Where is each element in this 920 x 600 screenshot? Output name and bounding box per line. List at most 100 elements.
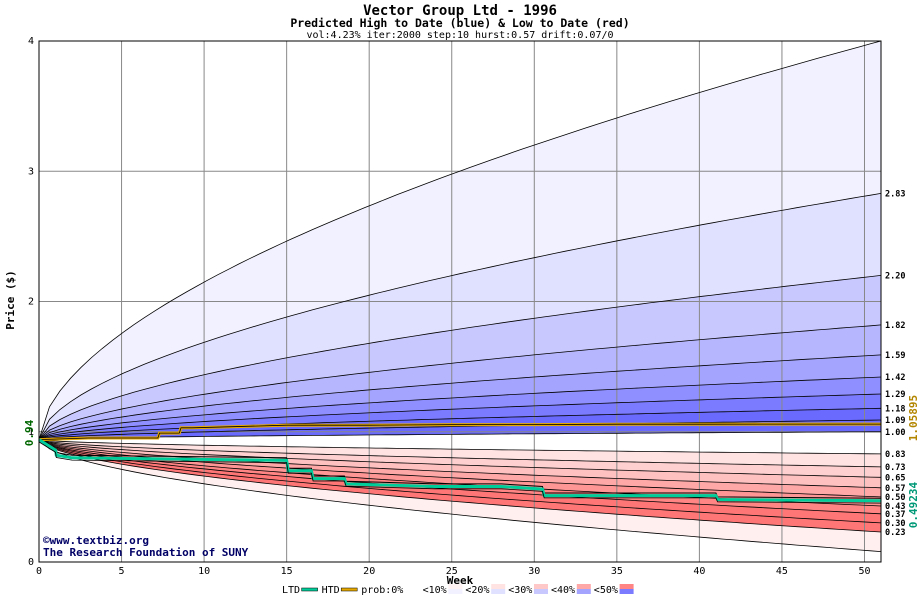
high-quantile-line — [38, 431, 881, 440]
legend-swatch-blue — [534, 589, 548, 594]
legend-line-swatch — [301, 587, 318, 592]
high-quantile-line — [38, 40, 882, 440]
legend-swatch-red — [534, 584, 548, 589]
low-quantile-label: 0.43 — [885, 502, 905, 512]
copyright-text: ©www.textbiz.org — [43, 534, 149, 547]
legend-swatch-red — [405, 584, 420, 589]
high-quantile-label: 2.83 — [885, 189, 905, 199]
y-tick-labels: 0 1 2 3 4 — [28, 36, 34, 568]
low-quantile-label: 0.50 — [885, 493, 905, 503]
low-quantile-label: 0.83 — [885, 450, 905, 460]
quantile-labels: 2.83 2.20 1.82 1.59 1.42 1.29 1.18 1.09 1.00 0.83… — [885, 189, 905, 538]
x-tick-label: 0 — [36, 566, 42, 577]
x-tick-label: 35 — [611, 566, 623, 577]
low-quantile-line — [38, 439, 882, 552]
foundation-text: The Research Foundation of SUNY — [43, 546, 249, 559]
x-axis-label: Week — [447, 574, 474, 587]
ltd-final-label: 0.49234 — [907, 481, 920, 528]
low-band-8 — [39, 439, 881, 532]
legend-swatch-blue — [576, 589, 591, 594]
legend-swatch-red — [448, 584, 463, 589]
high-quantile-line — [38, 354, 882, 440]
legend-label: <50% — [594, 585, 618, 596]
low-quantile-line — [38, 439, 882, 533]
high-quantile-line — [38, 376, 882, 440]
legend-label: LTD — [282, 585, 300, 596]
high-quantile-label: 1.29 — [885, 390, 905, 400]
low-quantile-label: 0.57 — [885, 484, 905, 494]
htd-line-edge — [38, 423, 881, 440]
chart-title: Vector Group Ltd - 1996 — [363, 3, 557, 19]
low-band-4 — [39, 439, 881, 497]
x-tick-label: 5 — [119, 566, 125, 577]
chart-params: vol:4.23% iter:2000 step:10 hurst:0.57 d… — [306, 30, 613, 41]
legend-label: prob:0% — [361, 585, 403, 596]
y-tick-label: 0 — [28, 557, 34, 568]
high-quantile-line — [38, 393, 882, 440]
low-quantile-line — [38, 439, 882, 515]
legend-label: <20% — [465, 585, 489, 596]
low-quantile-label: 0.30 — [885, 519, 905, 529]
x-tick-label: 20 — [363, 566, 375, 577]
high-quantile-line — [38, 324, 882, 440]
y-tick-label: 1 — [28, 427, 34, 438]
legend-swatch-red — [576, 584, 591, 589]
htd-final-label: 1.05895 — [907, 395, 920, 441]
high-band-0 — [39, 41, 881, 440]
legend-swatch-blue — [448, 589, 463, 594]
low-band-5 — [39, 439, 881, 506]
high-quantile-label: 1.42 — [885, 373, 905, 383]
high-band-6 — [39, 394, 881, 440]
series-lines — [38, 422, 882, 504]
high-quantile-label: 1.59 — [885, 351, 905, 361]
low-quantile-line — [38, 439, 882, 478]
x-tick-label: 45 — [776, 566, 788, 577]
legend-swatch-red — [491, 584, 506, 589]
high-band-5 — [39, 377, 881, 440]
legend-swatch-blue — [619, 589, 634, 594]
y-axis-label: Price ($) — [4, 270, 17, 330]
legend-swatch-blue — [491, 589, 506, 594]
x-tick-label: 30 — [528, 566, 540, 577]
legend-swatch-red — [619, 584, 634, 589]
legend-label: <40% — [551, 585, 575, 596]
probability-bands — [39, 41, 881, 552]
x-tick-label: 25 — [446, 566, 458, 577]
legend-line-swatch — [340, 587, 358, 592]
start-value-label: 0.94 — [23, 419, 36, 446]
legend-label: HTD — [322, 585, 340, 596]
low-band-7 — [39, 439, 881, 523]
y-tick-label: 4 — [28, 36, 34, 47]
high-quantile-label: 2.20 — [885, 271, 905, 281]
high-quantile-line — [38, 193, 882, 440]
high-quantile-label: 1.18 — [885, 404, 905, 414]
high-quantile-label: 1.82 — [885, 321, 905, 331]
low-quantile-line — [38, 439, 882, 468]
low-band-3 — [39, 439, 881, 488]
low-quantile-label: 0.65 — [885, 473, 905, 483]
low-quantile-label: 0.23 — [885, 528, 905, 538]
low-quantile-line — [38, 439, 882, 455]
x-tick-label: 50 — [858, 566, 870, 577]
high-quantile-line — [38, 275, 882, 440]
legend: LTD HTD prob:0% <10% <20% <30% <40% <50% — [282, 584, 634, 596]
x-tick-label: 15 — [281, 566, 293, 577]
high-band-2 — [39, 275, 881, 440]
ltd-line — [38, 438, 882, 503]
quantile-lines — [38, 40, 882, 552]
ltd-line-lower-edge — [38, 441, 882, 504]
low-quantile-label: 0.73 — [885, 463, 905, 473]
x-tick-label: 40 — [693, 566, 705, 577]
high-quantile-label: 1.09 — [885, 416, 905, 426]
x-tick-labels: 0 5 10 15 20 25 30 35 40 45 50 — [36, 566, 871, 577]
y-tick-label: 2 — [28, 297, 34, 308]
low-band-6 — [39, 439, 881, 514]
legend-label: <30% — [508, 585, 532, 596]
x-tick-label: 10 — [198, 566, 210, 577]
low-quantile-label: 0.37 — [885, 510, 905, 520]
plot-frame — [38, 40, 882, 563]
high-band-1 — [39, 193, 881, 440]
chart-subtitle: Predicted High to Date (blue) & Low to D… — [290, 16, 629, 30]
y-tick-label: 3 — [28, 166, 34, 177]
